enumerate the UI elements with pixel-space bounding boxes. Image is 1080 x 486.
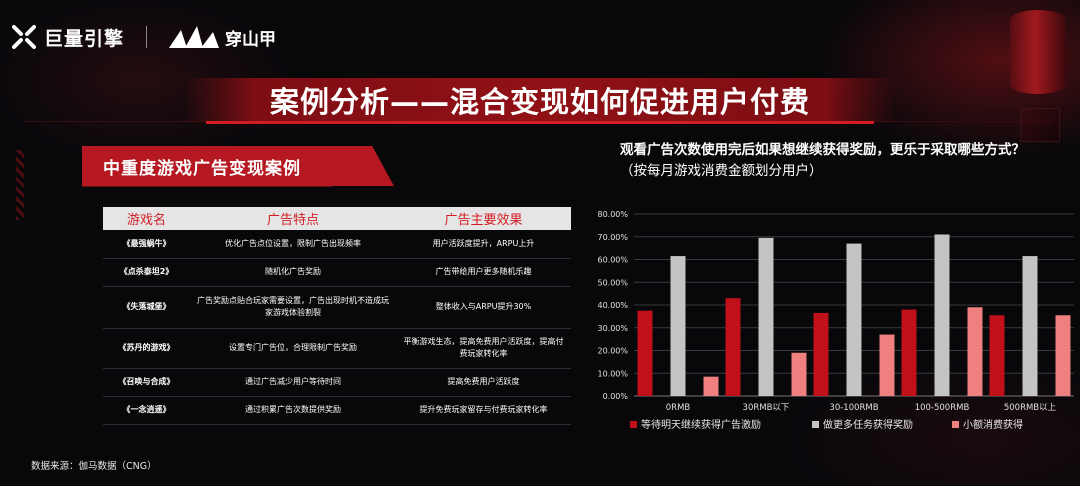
y-tick-label: 80.00%	[597, 210, 628, 219]
game-name-cell: 《苏丹的游戏》	[103, 328, 190, 369]
logo-bar: 巨量引擎 穿山甲	[10, 20, 276, 54]
legend-label: 等待明天继续获得广告激励	[641, 418, 761, 431]
legend-swatch	[630, 421, 637, 428]
bar	[934, 234, 950, 396]
y-tick-label: 0.00%	[603, 392, 629, 401]
data-source: 数据来源：伽马数据（CNG）	[31, 461, 157, 472]
bar	[967, 307, 983, 396]
ad-effect-cell: 用户活跃度提升，ARPU上升	[396, 230, 571, 259]
column-header: 广告特点	[190, 207, 396, 230]
title-underline	[206, 121, 874, 124]
game-name-cell: 《点杀泰坦2》	[103, 258, 190, 287]
table-row: 《失落城堡》 广告奖励点贴合玩家需要设置，广告出现时机不造成玩家游戏体验割裂 整…	[103, 286, 571, 329]
game-name-cell: 《最强蜗牛》	[103, 230, 190, 259]
section-heading-bg	[82, 146, 394, 186]
brand-name-primary: 巨量引擎	[44, 27, 125, 50]
decorative-stripe	[16, 150, 24, 220]
decorative-cube	[1020, 108, 1060, 142]
x-tick-label: 30RMB以下	[743, 403, 790, 413]
ad-feature-cell: 广告奖励点贴合玩家需要设置，广告出现时机不造成玩家游戏体验割裂	[190, 286, 396, 329]
bar	[703, 376, 719, 396]
y-tick-label: 70.00%	[597, 233, 628, 242]
table-row: 《一念逍遥》 通过积累广告次数提供奖励 提升免费玩家留存与付费玩家转化率	[103, 396, 571, 425]
decorative-cylinder	[1010, 10, 1066, 94]
page-title: 案例分析——混合变现如何促进用户付费	[269, 85, 810, 119]
bar	[1022, 256, 1038, 396]
bar	[813, 312, 829, 396]
bar	[879, 334, 895, 396]
game-name-cell: 《一念逍遥》	[103, 396, 190, 425]
brand-name-secondary: 穿山甲	[225, 29, 277, 50]
x-tick-label: 30-100RMB	[829, 403, 878, 413]
ad-feature-cell: 设置专门广告位，合理限制广告奖励	[190, 328, 396, 369]
bar	[791, 352, 807, 396]
x-tick-label: 0RMB	[666, 403, 691, 413]
table-row: 《召唤与合成》 通过广告减少用户等待时间 提高免费用户活跃度	[103, 368, 571, 397]
bar	[846, 243, 862, 396]
ad-feature-cell: 优化广告点位设置，限制广告出现频率	[190, 230, 396, 259]
section-heading: 中重度游戏广告变现案例	[103, 158, 301, 179]
pangle-logo-icon	[169, 26, 220, 48]
y-tick-label: 40.00%	[597, 301, 628, 310]
bar	[901, 309, 917, 396]
table-header-row: 游戏名 广告特点 广告主要效果	[103, 207, 571, 230]
ad-feature-cell: 随机化广告奖励	[190, 258, 396, 287]
y-tick-label: 20.00%	[597, 347, 628, 356]
chart-title-text: 观看广告次数使用完后如果想继续获得奖励，更乐于采取哪些方式？	[620, 142, 1025, 158]
table-row: 《点杀泰坦2》 随机化广告奖励 广告带给用户更多随机乐趣	[103, 258, 571, 287]
legend-swatch	[952, 421, 959, 428]
case-table: 游戏名 广告特点 广告主要效果 《最强蜗牛》 优化广告点位设置，限制广告出现频率…	[103, 207, 571, 425]
y-tick-label: 30.00%	[597, 324, 628, 333]
bar	[1055, 315, 1071, 396]
bar-chart: 0.00% 10.00% 20.00% 30.00% 40.00% 50.00% 60.00…	[597, 210, 1074, 431]
ad-effect-cell: 整体收入与ARPU提升30%	[396, 286, 571, 329]
y-tick-label: 10.00%	[597, 369, 628, 378]
bar	[989, 315, 1005, 396]
ocean-engine-logo-icon	[12, 25, 36, 49]
x-tick-label: 500RMB以上	[1004, 403, 1057, 413]
y-tick-label: 50.00%	[597, 278, 628, 287]
section-heading-rule	[82, 186, 332, 187]
y-tick-label: 60.00%	[597, 256, 628, 265]
legend-label: 小额消费获得	[963, 418, 1023, 431]
bar	[758, 237, 774, 396]
column-header: 游戏名	[103, 207, 190, 230]
title-banner	[184, 78, 896, 122]
x-tick-label: 100-500RMB	[915, 403, 970, 413]
legend-swatch	[812, 421, 819, 428]
chart-subtitle: （按每月游戏消费金额划分用户）	[620, 163, 823, 179]
ad-effect-cell: 提高免费用户活跃度	[396, 368, 571, 397]
game-name-cell: 《召唤与合成》	[103, 368, 190, 397]
bar	[725, 298, 741, 396]
game-name-cell: 《失落城堡》	[103, 286, 190, 329]
ad-effect-cell: 平衡游戏生态，提高免费用户活跃度，提高付费玩家转化率	[396, 328, 571, 369]
legend-label: 做更多任务获得奖励	[823, 418, 913, 431]
ad-effect-cell: 提升免费玩家留存与付费玩家转化率	[396, 396, 571, 425]
table-row: 《最强蜗牛》 优化广告点位设置，限制广告出现频率 用户活跃度提升，ARPU上升	[103, 230, 571, 259]
chart-title: 观看广告次数使用完后如果想继续获得奖励，更乐于采取哪些方式？ （按每月游戏消费金额…	[620, 140, 1050, 182]
ad-effect-cell: 广告带给用户更多随机乐趣	[396, 258, 571, 287]
table-row: 《苏丹的游戏》 设置专门广告位，合理限制广告奖励 平衡游戏生态，提高免费用户活跃…	[103, 328, 571, 369]
logo-divider	[146, 26, 148, 48]
bar	[637, 310, 653, 396]
ad-feature-cell: 通过广告减少用户等待时间	[190, 368, 396, 397]
column-header: 广告主要效果	[396, 207, 571, 230]
bar	[670, 256, 686, 396]
ad-feature-cell: 通过积累广告次数提供奖励	[190, 396, 396, 425]
